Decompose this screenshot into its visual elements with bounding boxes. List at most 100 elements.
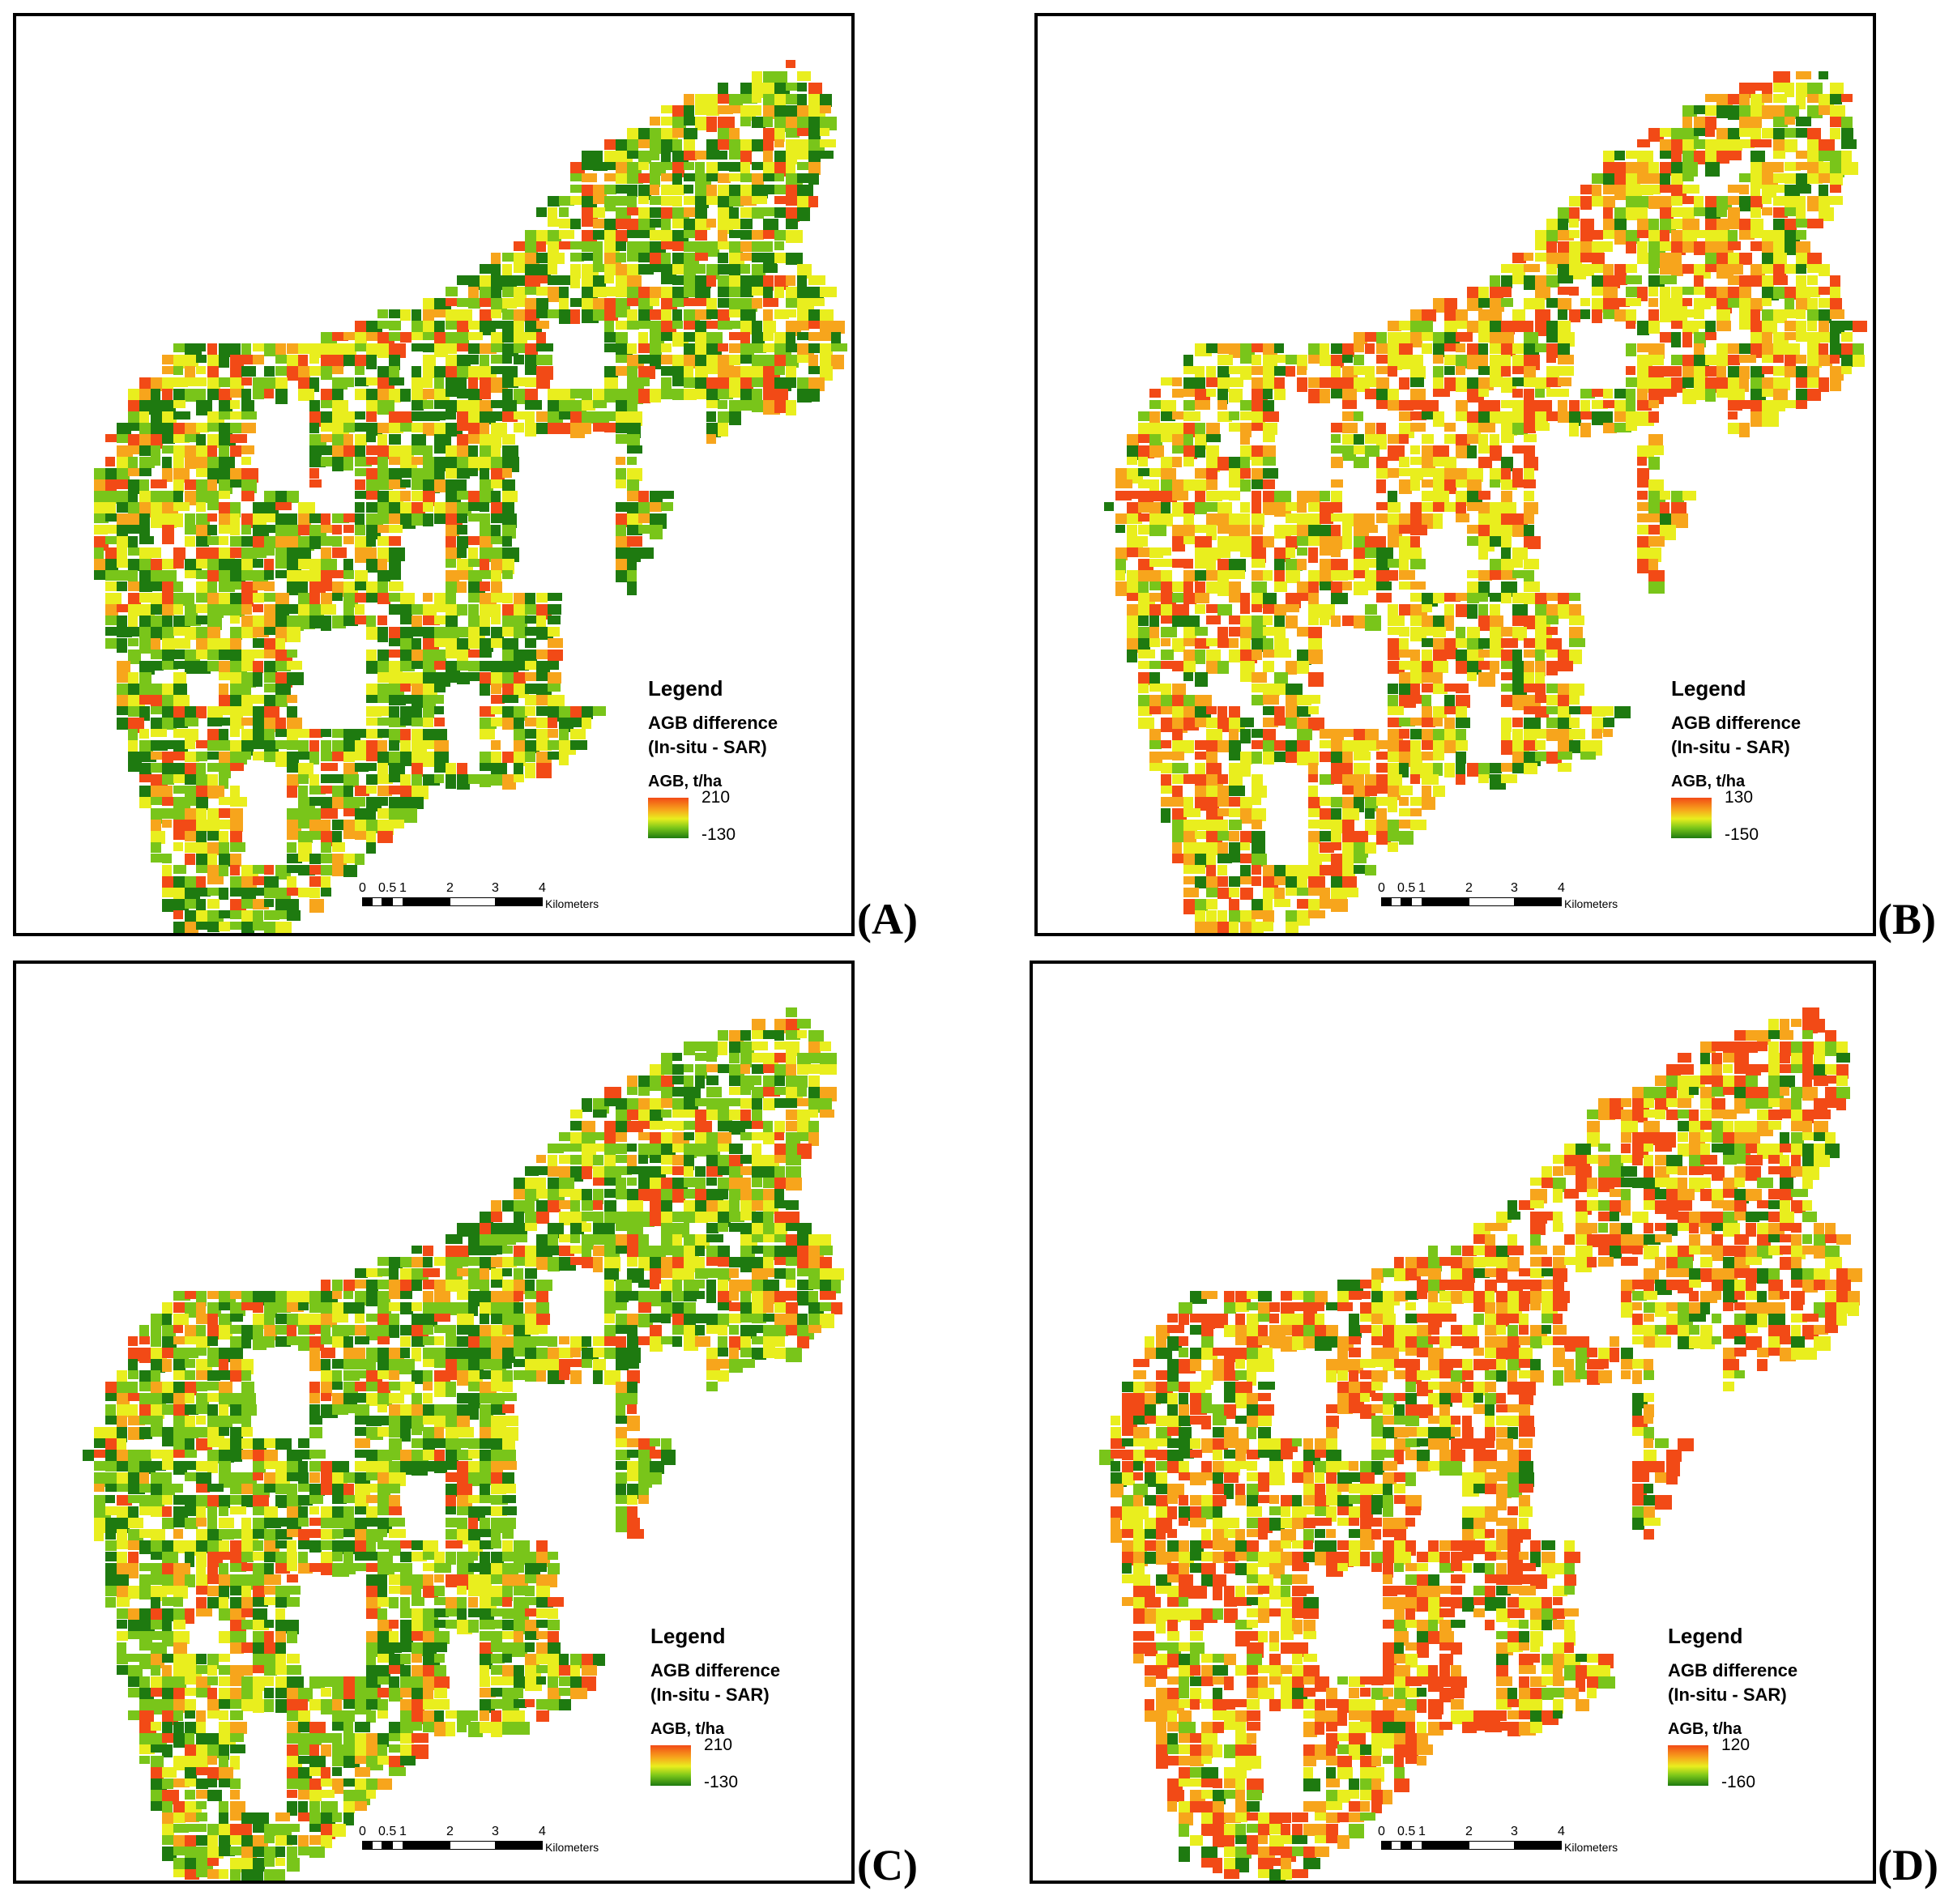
agb-pixel-patch [241,706,253,716]
agb-pixel-patch [684,366,693,377]
agb-pixel-patch [1796,196,1806,207]
agb-pixel-patch [1626,343,1636,356]
agb-pixel-patch [355,491,369,499]
agb-pixel-patch [559,1348,573,1358]
agb-pixel-patch [1274,718,1287,726]
agb-pixel-patch [1705,105,1718,116]
agb-pixel-patch [377,570,390,581]
agb-pixel-patch [1240,525,1250,538]
agb-pixel-patch [389,650,400,658]
agb-pixel-patch [1524,253,1533,261]
agb-pixel-patch [1286,752,1298,763]
agb-pixel-patch [1739,355,1756,363]
agb-pixel-patch [253,695,265,704]
agb-pixel-patch [321,854,334,863]
agb-pixel-patch [684,1325,698,1339]
agb-pixel-patch [1229,581,1241,595]
agb-pixel-patch [1535,638,1548,653]
agb-pixel-patch [1773,230,1788,241]
agb-pixel-patch [434,309,448,317]
agb-pixel-patch [423,1314,437,1327]
agb-pixel-patch [423,389,435,399]
agb-pixel-patch [502,1280,515,1292]
agb-pixel-patch [684,298,696,306]
agb-pixel-patch [1138,684,1149,693]
agb-pixel-patch [423,1393,433,1404]
agb-pixel-patch [718,321,732,330]
agb-pixel-patch [1161,752,1174,760]
agb-pixel-patch [1785,298,1794,313]
agb-pixel-patch [173,457,184,471]
agb-pixel-patch [1728,389,1745,400]
agb-pixel-patch [695,264,706,274]
legend-variable: AGB difference [648,713,778,733]
agb-pixel-patch [480,1393,493,1404]
agb-pixel-patch [763,389,778,403]
agb-pixel-patch [355,1302,365,1317]
agb-pixel-patch [1365,865,1376,875]
agb-pixel-patch [1252,457,1264,466]
agb-pixel-patch [1569,219,1579,228]
agb-pixel-patch [627,1370,640,1383]
agb-pixel-patch [1433,343,1444,357]
agb-pixel-patch [525,377,538,387]
agb-pixel-patch [695,1166,706,1177]
agb-pixel-patch [718,83,728,95]
agb-pixel-patch [457,502,471,516]
agb-pixel-patch [400,615,411,624]
agb-pixel-patch [355,1382,367,1391]
agb-pixel-patch [309,831,323,840]
agb-pixel-patch [1252,695,1264,705]
agb-pixel-patch [332,593,343,601]
agb-pixel-patch [1785,309,1798,318]
agb-pixel-patch [582,389,592,403]
agb-pixel-patch [570,1359,586,1367]
agb-pixel-patch [321,1325,330,1338]
agb-pixel-patch [718,1041,727,1055]
agb-pixel-patch [480,377,492,391]
agb-pixel-patch [241,752,251,760]
agb-pixel-patch [366,615,376,628]
agb-pixel-patch [706,196,723,205]
agb-pixel-patch [480,661,492,671]
agb-pixel-patch [1750,151,1765,162]
agb-pixel-patch [173,604,183,615]
agb-pixel-patch [1546,230,1558,243]
agb-pixel-patch [502,570,513,579]
agb-pixel-patch [1229,820,1242,830]
agb-pixel-patch [1637,287,1648,301]
agb-pixel-patch [1501,774,1517,783]
agb-pixel-patch [502,1200,516,1212]
agb-pixel-patch [1569,253,1582,266]
agb-pixel-patch [1501,411,1516,424]
agb-pixel-patch [1217,502,1232,513]
agb-pixel-patch [1660,151,1674,159]
agb-pixel-patch [1626,264,1637,273]
agb-pixel-patch [650,1280,659,1289]
agb-pixel-patch [1524,684,1537,692]
agb-pixel-patch [1183,457,1194,466]
agb-pixel-patch [684,321,700,330]
agb-pixel-patch [1694,105,1709,114]
agb-pixel-patch [1467,343,1478,355]
agb-pixel-patch [321,1336,337,1344]
agb-pixel-patch [684,1110,695,1118]
agb-pixel-patch [1331,457,1343,468]
scale-tick-label: 3 [492,881,499,895]
agb-pixel-patch [661,1189,673,1203]
agb-pixel-patch [695,355,707,367]
agb-pixel-patch [1819,173,1832,183]
agb-pixel-patch [457,332,469,346]
agb-pixel-patch [196,831,207,844]
agb-pixel-patch [298,729,313,738]
agb-pixel-patch [151,411,163,424]
agb-pixel-patch [468,1348,482,1362]
agb-pixel-patch [774,196,791,204]
agb-pixel-patch [1286,684,1303,696]
agb-pixel-patch [1546,650,1563,658]
agb-pixel-patch [774,1019,787,1033]
agb-pixel-patch [151,400,162,411]
agb-pixel-patch [1342,513,1357,526]
agb-pixel-patch [729,1041,743,1053]
agb-pixel-patch [117,706,130,715]
